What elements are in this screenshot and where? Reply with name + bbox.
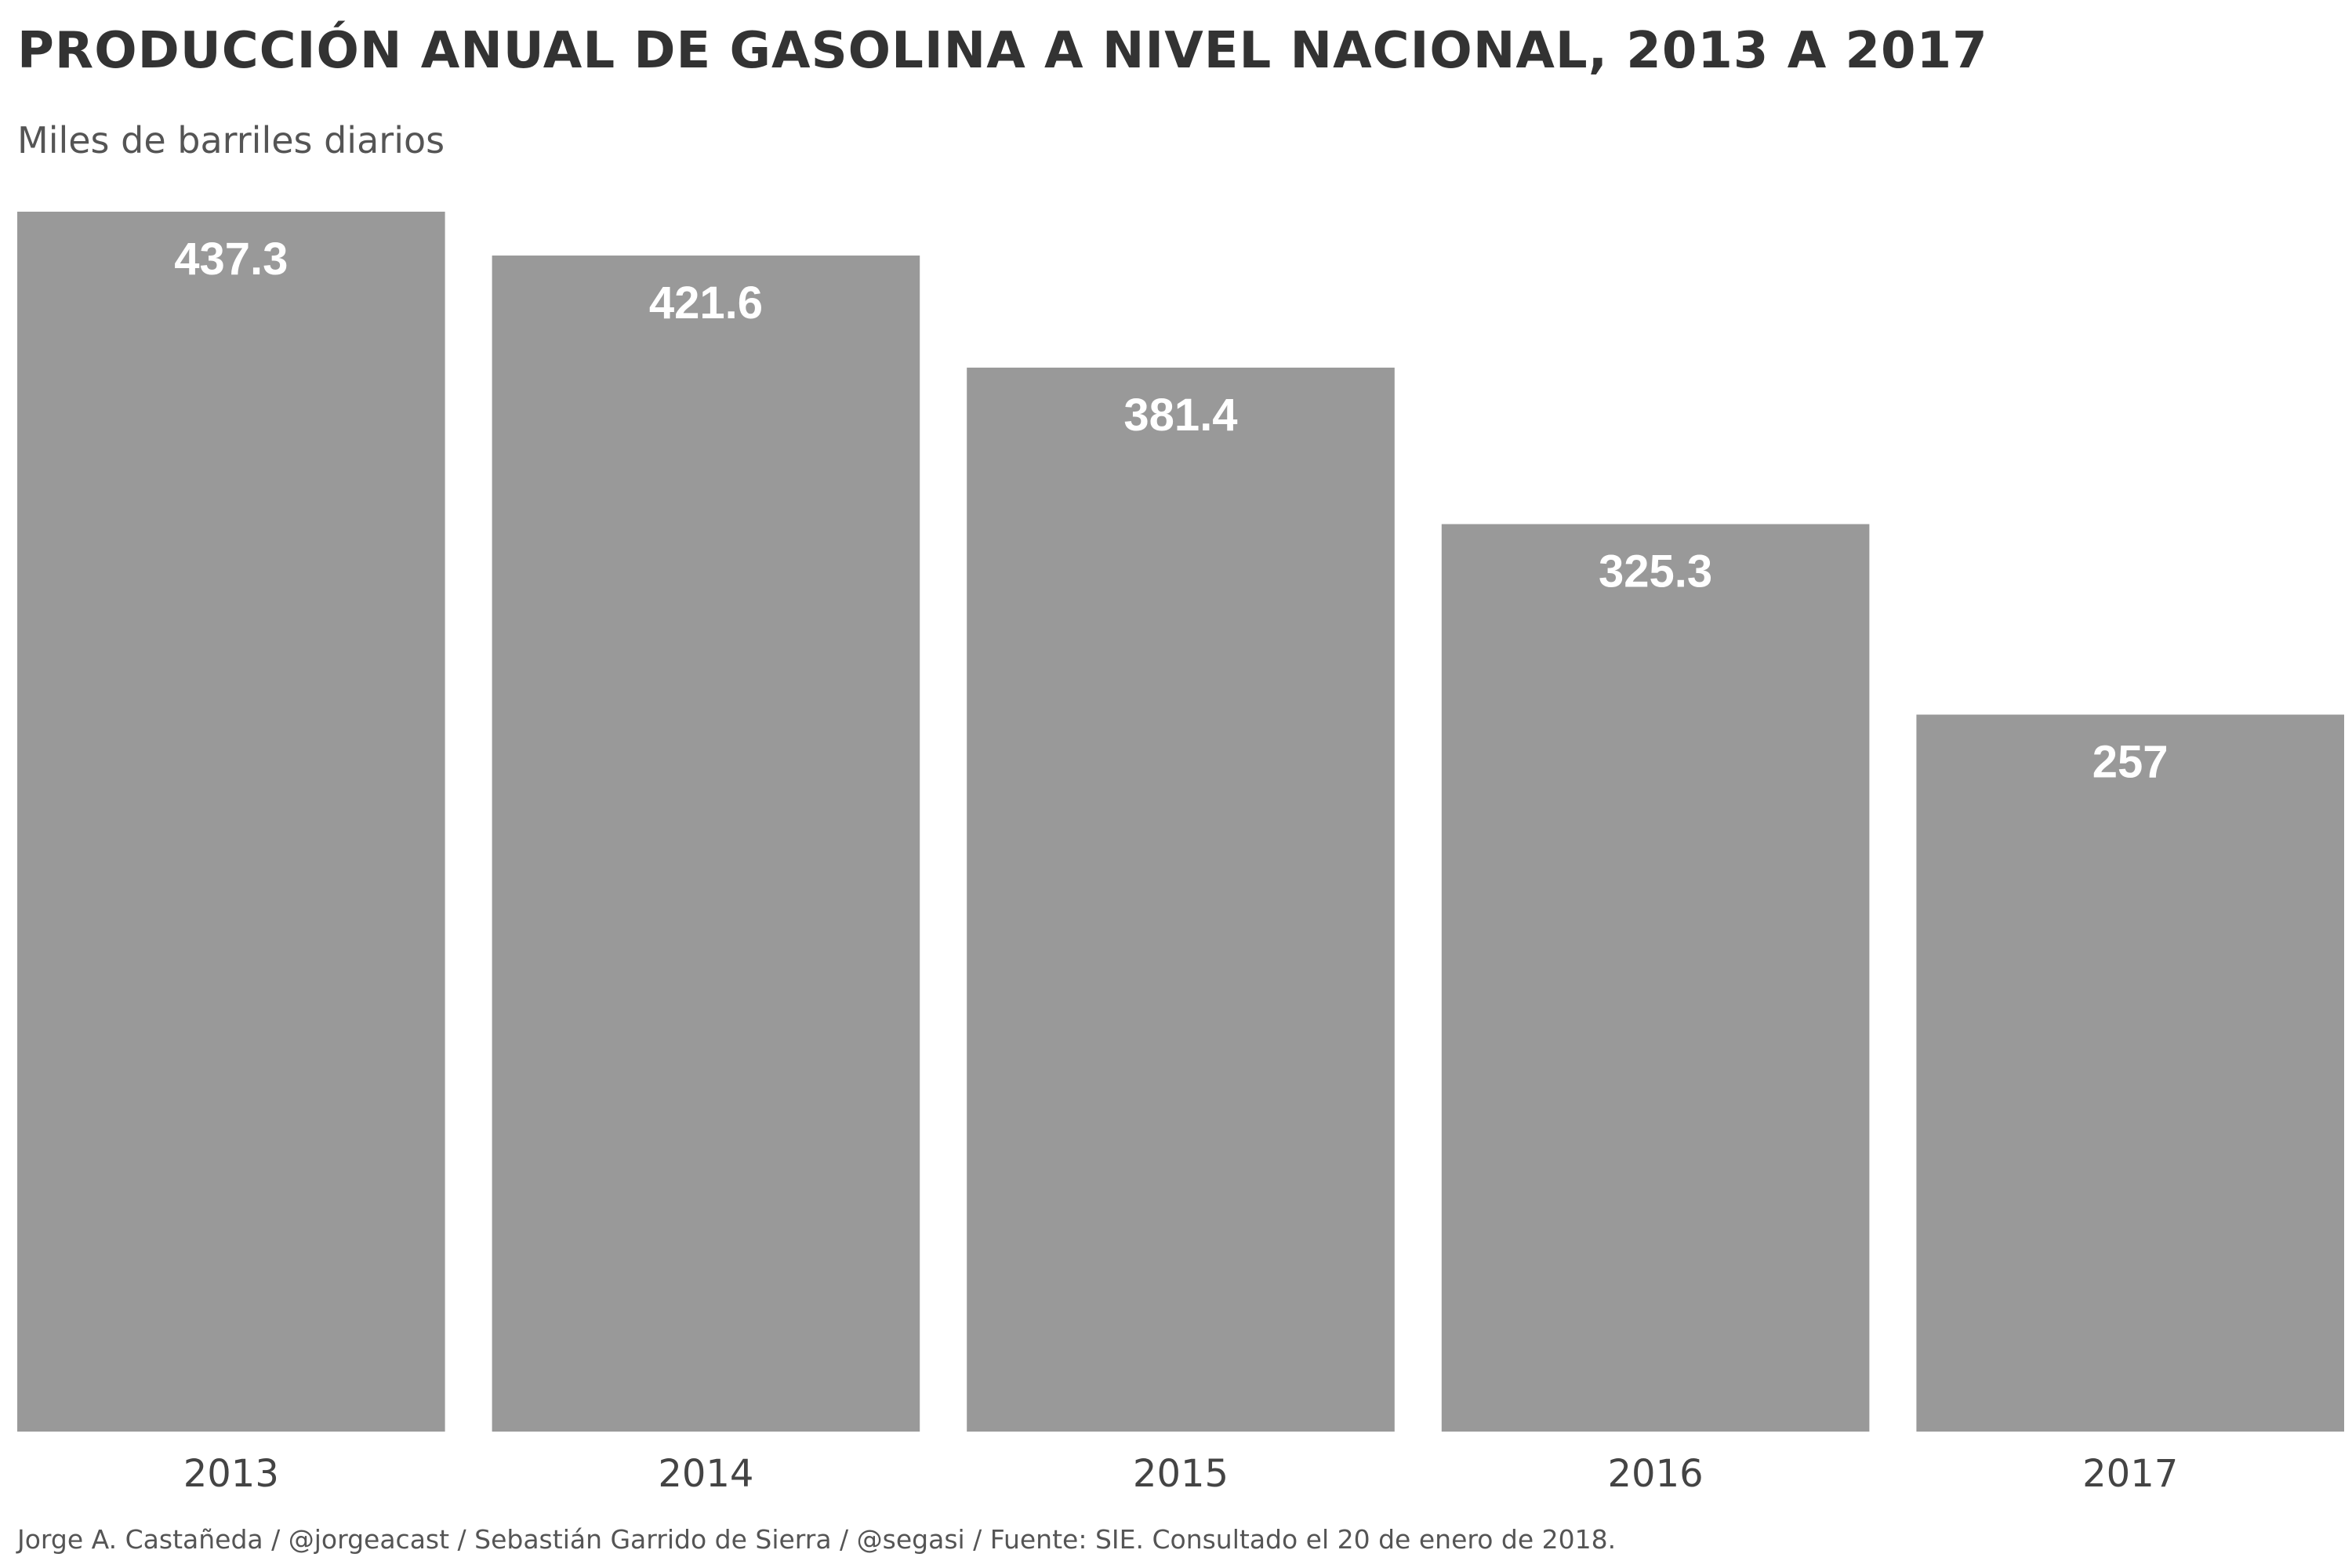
value-label-2015: 381.4 (1123, 390, 1237, 441)
x-tick-label-2015: 2015 (1133, 1452, 1229, 1496)
bar-2015 (967, 367, 1395, 1432)
x-tick-label-2016: 2016 (1608, 1452, 1704, 1496)
bar-2013 (17, 212, 445, 1432)
x-tick-label-2013: 2013 (183, 1452, 279, 1496)
x-tick-label-2014: 2014 (658, 1452, 753, 1496)
value-label-2017: 257 (2092, 737, 2169, 788)
source-credits: Jorge A. Castañeda / @jorgeacast / Sebas… (17, 1524, 1617, 1555)
x-tick-labels-group: 2013 2014 2015 2016 2017 (183, 1452, 2179, 1496)
chart-subtitle: Miles de barriles diarios (17, 119, 445, 162)
chart-title: PRODUCCIÓN ANUAL DE GASOLINA A NIVEL NAC… (17, 22, 1988, 80)
value-labels-group: 437.3 421.6 381.4 325.3 257 (174, 234, 2168, 788)
bar-2016 (1441, 524, 1870, 1432)
bar-2017 (1916, 714, 2344, 1432)
value-label-2013: 437.3 (174, 234, 288, 285)
value-label-2014: 421.6 (649, 278, 763, 328)
bars-group (17, 212, 2344, 1432)
value-label-2016: 325.3 (1599, 546, 1712, 597)
x-tick-label-2017: 2017 (2082, 1452, 2178, 1496)
bar-2014 (492, 255, 920, 1432)
